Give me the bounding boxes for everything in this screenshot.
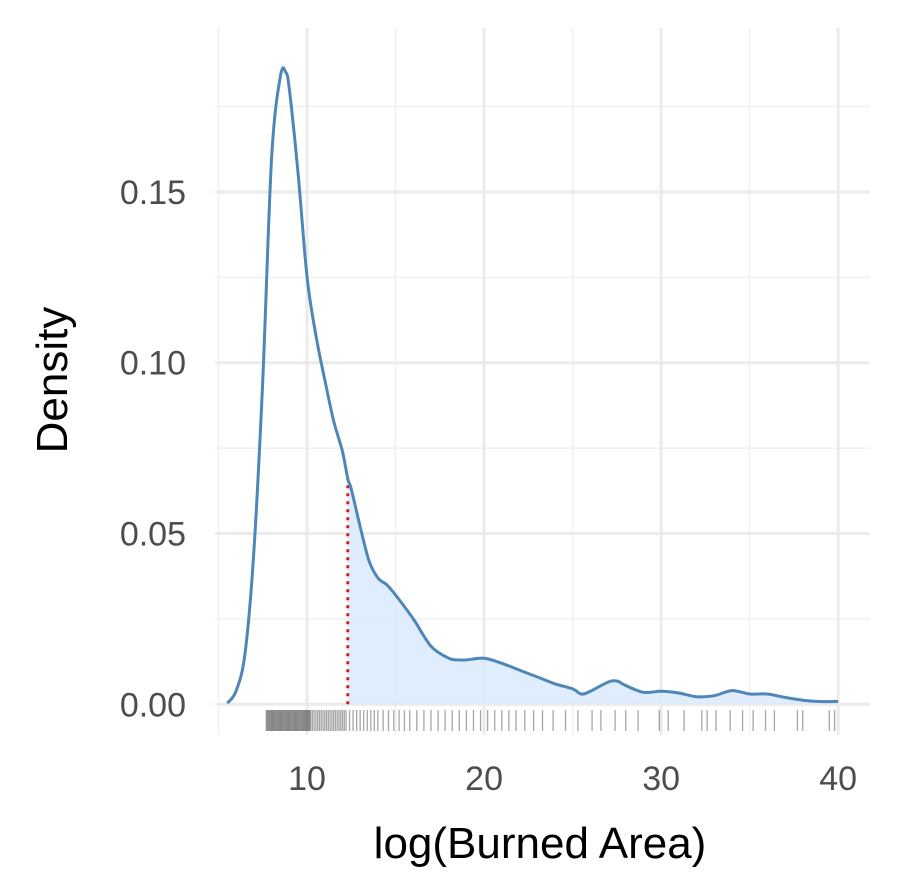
y-tick-label: 0.10	[120, 345, 186, 383]
x-tick-label: 40	[819, 760, 857, 798]
y-tick-labels: 0.00 0.05 0.10 0.15	[120, 174, 186, 724]
y-axis-title: Density	[28, 307, 77, 454]
y-tick-label: 0.00	[120, 686, 186, 724]
y-tick-label: 0.15	[120, 174, 186, 212]
major-grid	[215, 28, 870, 735]
x-tick-label: 30	[642, 760, 680, 798]
rug-marks	[265, 710, 836, 731]
density-curve	[226, 66, 839, 705]
minor-grid	[215, 28, 870, 735]
x-tick-label: 10	[288, 760, 326, 798]
y-tick-label: 0.05	[120, 515, 186, 553]
x-tick-labels: 10 20 30 40	[288, 760, 857, 798]
shaded-tail-area	[347, 478, 839, 705]
x-axis-title: log(Burned Area)	[374, 819, 707, 868]
x-tick-label: 20	[465, 760, 503, 798]
